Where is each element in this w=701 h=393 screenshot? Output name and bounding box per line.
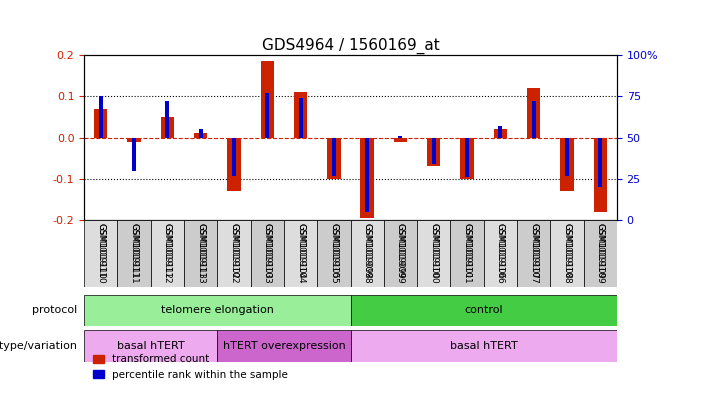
Text: GSM1019100: GSM1019100 [429,223,438,284]
FancyBboxPatch shape [217,220,251,287]
Text: GSM1019104: GSM1019104 [296,223,305,284]
Text: basal hTERT: basal hTERT [450,341,517,351]
Bar [99,96,103,138]
FancyBboxPatch shape [450,220,484,287]
Bar [498,126,503,138]
Text: GSM1019102: GSM1019102 [229,223,238,279]
Bar [565,138,569,176]
FancyBboxPatch shape [217,330,350,362]
Bar [198,129,203,138]
Bar [265,93,269,138]
FancyBboxPatch shape [251,220,284,287]
FancyBboxPatch shape [350,220,384,287]
Text: basal hTERT: basal hTERT [117,341,184,351]
Text: GSM1019098: GSM1019098 [362,223,372,279]
Text: GSM1019112: GSM1019112 [163,223,172,279]
Text: GSM1019104: GSM1019104 [296,223,305,279]
FancyBboxPatch shape [417,220,450,287]
Text: GSM1019101: GSM1019101 [463,223,472,279]
Bar [365,138,369,212]
Bar [128,138,141,141]
Text: GSM1019103: GSM1019103 [263,223,272,279]
Bar [494,129,507,138]
Text: GSM1019100: GSM1019100 [429,223,438,279]
Text: GSM1019101: GSM1019101 [463,223,472,284]
Bar [294,92,307,138]
Text: GSM1019109: GSM1019109 [596,223,605,279]
Text: GSM1019099: GSM1019099 [396,223,405,279]
Bar [531,101,536,138]
Bar [332,138,336,176]
Text: telomere elongation: telomere elongation [161,305,274,316]
FancyBboxPatch shape [317,220,350,287]
Legend: transformed count, percentile rank within the sample: transformed count, percentile rank withi… [89,350,292,384]
Text: GSM1019109: GSM1019109 [596,223,605,284]
Bar [194,133,207,138]
Bar [165,101,170,138]
Bar [327,138,341,179]
Text: GSM1019098: GSM1019098 [362,223,372,284]
Bar [360,138,374,218]
FancyBboxPatch shape [517,220,550,287]
Text: GSM1019113: GSM1019113 [196,223,205,284]
FancyBboxPatch shape [484,220,517,287]
FancyBboxPatch shape [151,220,184,287]
Text: GSM1019111: GSM1019111 [130,223,139,279]
Text: GSM1019111: GSM1019111 [130,223,139,284]
Text: GSM1019107: GSM1019107 [529,223,538,279]
Bar [161,117,174,138]
Text: GSM1019105: GSM1019105 [329,223,339,279]
Bar [465,138,469,177]
Text: GSM1019107: GSM1019107 [529,223,538,284]
Bar [560,138,573,191]
Text: GSM1019110: GSM1019110 [96,223,105,279]
Bar [299,98,303,138]
Bar [232,138,236,176]
FancyBboxPatch shape [550,220,583,287]
FancyBboxPatch shape [284,220,317,287]
Text: hTERT overexpression: hTERT overexpression [222,341,346,351]
Text: GSM1019099: GSM1019099 [396,223,405,284]
FancyBboxPatch shape [184,220,217,287]
Text: genotype/variation: genotype/variation [0,341,77,351]
Bar [461,138,474,179]
FancyBboxPatch shape [84,330,217,362]
Text: GSM1019103: GSM1019103 [263,223,272,284]
Text: GSM1019105: GSM1019105 [329,223,339,284]
Bar [594,138,607,212]
Text: GSM1019108: GSM1019108 [562,223,571,279]
Text: GSM1019112: GSM1019112 [163,223,172,284]
Text: GSM1019106: GSM1019106 [496,223,505,279]
Text: control: control [464,305,503,316]
Text: GSM1019102: GSM1019102 [229,223,238,284]
FancyBboxPatch shape [350,330,617,362]
Text: GSM1019108: GSM1019108 [562,223,571,284]
Bar [427,138,440,167]
Bar [227,138,240,191]
Text: GSM1019106: GSM1019106 [496,223,505,284]
Bar [432,138,436,164]
FancyBboxPatch shape [384,220,417,287]
Bar [527,88,540,138]
FancyBboxPatch shape [84,220,117,287]
FancyBboxPatch shape [583,220,617,287]
Title: GDS4964 / 1560169_at: GDS4964 / 1560169_at [261,37,440,54]
FancyBboxPatch shape [84,295,350,326]
Bar [394,138,407,141]
Bar [94,108,107,138]
Text: protocol: protocol [32,305,77,316]
Bar [398,136,402,138]
Text: GSM1019110: GSM1019110 [96,223,105,284]
Bar [132,138,136,171]
Text: GSM1019113: GSM1019113 [196,223,205,279]
Bar [261,61,274,138]
FancyBboxPatch shape [350,295,617,326]
Bar [598,138,602,187]
FancyBboxPatch shape [117,220,151,287]
